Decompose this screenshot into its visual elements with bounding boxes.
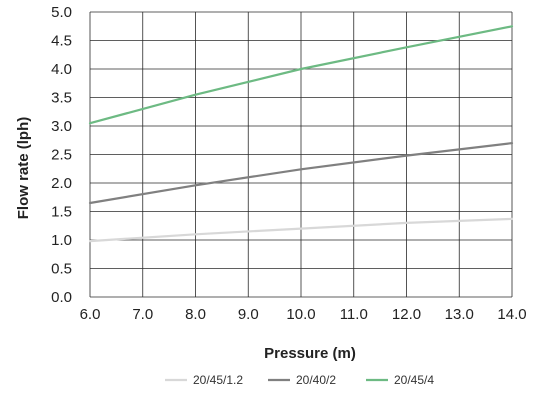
legend: 20/45/1.2 20/40/2 20/45/4	[165, 373, 434, 387]
legend-label: 20/45/1.2	[193, 373, 243, 387]
grid	[89, 11, 513, 298]
y-tick-labels: 0.0 0.5 1.0 1.5 2.0 2.5 3.0 3.5 4.0 4.5 5.0	[51, 4, 72, 306]
y-tick-label: 2.5	[51, 147, 72, 164]
series-line-2	[88, 142, 514, 205]
x-tick-label: 14.0	[497, 306, 526, 323]
x-tick-label: 9.0	[238, 306, 259, 323]
y-tick-label: 1.5	[51, 204, 72, 221]
legend-label: 20/45/4	[394, 373, 434, 387]
y-tick-label: 3.0	[51, 118, 72, 135]
x-tick-label: 12.0	[392, 306, 421, 323]
y-tick-label: 5.0	[51, 4, 72, 21]
y-axis-title: Flow rate (lph)	[15, 117, 32, 220]
legend-label: 20/40/2	[296, 373, 336, 387]
series-lines	[88, 25, 514, 243]
y-tick-label: 1.0	[51, 232, 72, 249]
series-line-3	[88, 25, 514, 125]
x-tick-label: 13.0	[445, 306, 474, 323]
x-axis-title: Pressure (m)	[264, 345, 356, 362]
x-tick-label: 10.0	[286, 306, 315, 323]
series-line-1	[88, 217, 514, 243]
x-tick-label: 11.0	[340, 306, 368, 323]
x-tick-labels: 6.0 7.0 8.0 9.0 10.0 11.0 12.0 13.0 14.0	[80, 306, 527, 323]
y-tick-label: 0.0	[51, 289, 72, 306]
y-tick-label: 3.5	[51, 90, 72, 107]
x-tick-label: 7.0	[132, 306, 153, 323]
y-tick-label: 2.0	[51, 175, 72, 192]
x-tick-label: 6.0	[80, 306, 101, 323]
y-tick-label: 4.0	[51, 61, 72, 78]
y-tick-label: 4.5	[51, 33, 72, 50]
x-tick-label: 8.0	[185, 306, 206, 323]
y-tick-label: 0.5	[51, 261, 72, 278]
